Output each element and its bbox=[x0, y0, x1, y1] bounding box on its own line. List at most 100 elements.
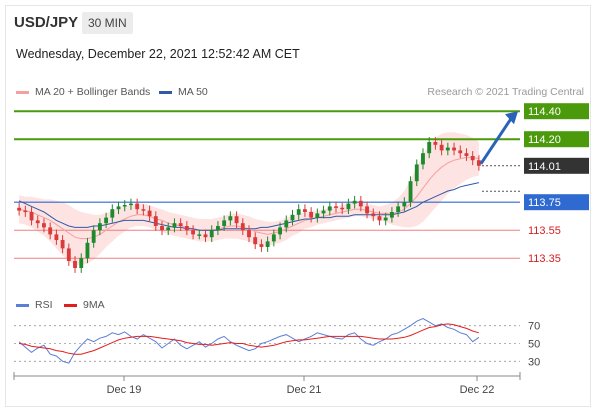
candle-body bbox=[321, 210, 326, 214]
chart-frame bbox=[5, 5, 591, 407]
legend-9ma: 9MA bbox=[64, 299, 105, 311]
x-tick-label: Dec 21 bbox=[287, 384, 322, 396]
last-price-tag bbox=[524, 157, 589, 174]
timestamp: Wednesday, December 22, 2021 12:52:42 AM… bbox=[16, 47, 300, 61]
candle-body bbox=[377, 216, 382, 221]
candle-body bbox=[122, 205, 127, 207]
level-label-113.75: 113.75 bbox=[528, 197, 561, 209]
level-tag-114.20 bbox=[524, 131, 589, 148]
x-tick-label: Dec 22 bbox=[460, 384, 495, 396]
x-tick-label: Dec 19 bbox=[107, 384, 142, 396]
legend-ma50-label: MA 50 bbox=[178, 86, 208, 98]
level-tag-114.40 bbox=[524, 103, 589, 120]
rsi-line bbox=[18, 318, 480, 364]
candle-body bbox=[29, 212, 34, 221]
candle-body bbox=[365, 206, 369, 214]
candle-body bbox=[222, 220, 227, 226]
forecast-arrow-head bbox=[505, 111, 518, 125]
candle-body bbox=[153, 216, 158, 226]
candle-body bbox=[358, 200, 363, 207]
candle-body bbox=[48, 227, 53, 235]
candle-body bbox=[253, 237, 258, 245]
level-label-114.20: 114.20 bbox=[528, 134, 561, 146]
legend-ma20: MA 20 + Bollinger Bands bbox=[16, 86, 150, 98]
candle-body bbox=[265, 241, 270, 247]
last-price-label: 114.01 bbox=[528, 161, 561, 173]
candle-body bbox=[315, 213, 320, 218]
candle-body bbox=[141, 209, 146, 211]
candle-body bbox=[389, 212, 394, 218]
candle-body bbox=[79, 258, 84, 268]
candle-body bbox=[271, 234, 276, 242]
candle-body bbox=[396, 206, 401, 212]
candle-body bbox=[452, 147, 456, 151]
candle-body bbox=[445, 147, 450, 151]
candle-body bbox=[427, 142, 432, 154]
ma20-swatch bbox=[16, 90, 29, 94]
candle-body bbox=[17, 207, 22, 211]
candle-body bbox=[178, 223, 183, 226]
candle-body bbox=[60, 240, 65, 249]
candle-body bbox=[296, 209, 301, 215]
candle-body bbox=[23, 210, 28, 213]
candle-body bbox=[309, 212, 314, 218]
candle-body bbox=[340, 207, 345, 210]
candle-body bbox=[191, 230, 196, 235]
candle-body bbox=[166, 227, 171, 231]
candle-body bbox=[97, 223, 102, 231]
symbol-title: USD/JPY bbox=[14, 14, 79, 31]
legend-rsi-label: RSI bbox=[35, 299, 53, 311]
candle-body bbox=[228, 216, 233, 221]
candle-body bbox=[464, 153, 469, 156]
level-label-113.55: 113.55 bbox=[528, 225, 561, 237]
level-tag-113.75 bbox=[524, 194, 589, 211]
candle-body bbox=[129, 203, 133, 206]
candle-body bbox=[383, 217, 388, 221]
candle-body bbox=[259, 244, 264, 247]
legend-rsi: RSI bbox=[16, 299, 53, 311]
candle-body bbox=[334, 206, 338, 208]
candle-body bbox=[476, 160, 481, 166]
candle-body bbox=[433, 142, 438, 145]
rsi-tick-50: 50 bbox=[528, 339, 540, 351]
candle-body bbox=[73, 261, 77, 268]
candle-body bbox=[458, 150, 463, 154]
forecast-arrow-line bbox=[479, 116, 514, 165]
legend-ma50: MA 50 bbox=[159, 86, 208, 98]
candle-body bbox=[184, 226, 189, 231]
candle-body bbox=[116, 206, 121, 210]
candle-body bbox=[421, 153, 425, 165]
candle-body bbox=[278, 227, 282, 235]
candle-body bbox=[85, 242, 90, 259]
candle-body bbox=[172, 223, 177, 228]
credit-text: Research © 2021 Trading Central bbox=[427, 86, 584, 98]
candle-body bbox=[327, 206, 332, 211]
candle-body bbox=[160, 226, 164, 231]
timeframe-badge[interactable]: 30 MIN bbox=[82, 12, 133, 34]
legend-ma9-label: 9MA bbox=[83, 299, 105, 311]
candle-body bbox=[302, 209, 307, 212]
candle-body bbox=[414, 164, 419, 182]
candle-body bbox=[371, 213, 376, 217]
candle-body bbox=[35, 220, 40, 224]
candle-body bbox=[439, 144, 444, 151]
ma50-swatch bbox=[159, 90, 172, 94]
candle-body bbox=[247, 230, 251, 238]
level-label-114.40: 114.40 bbox=[528, 106, 561, 118]
legend-ma20-label: MA 20 + Bollinger Bands bbox=[35, 86, 151, 98]
candle-body bbox=[135, 203, 140, 210]
candle-body bbox=[66, 248, 71, 261]
candle-body bbox=[197, 234, 202, 236]
candle-body bbox=[203, 234, 208, 238]
candle-body bbox=[284, 220, 289, 228]
candle-body bbox=[408, 181, 413, 203]
rsi-tick-30: 30 bbox=[528, 356, 540, 368]
candle-body bbox=[54, 234, 59, 240]
candle-body bbox=[209, 230, 214, 238]
candle-body bbox=[110, 209, 115, 218]
candle-body bbox=[104, 217, 109, 224]
rsi-ma9-line bbox=[19, 323, 480, 355]
candle-body bbox=[216, 226, 220, 231]
candle-body bbox=[234, 216, 239, 224]
